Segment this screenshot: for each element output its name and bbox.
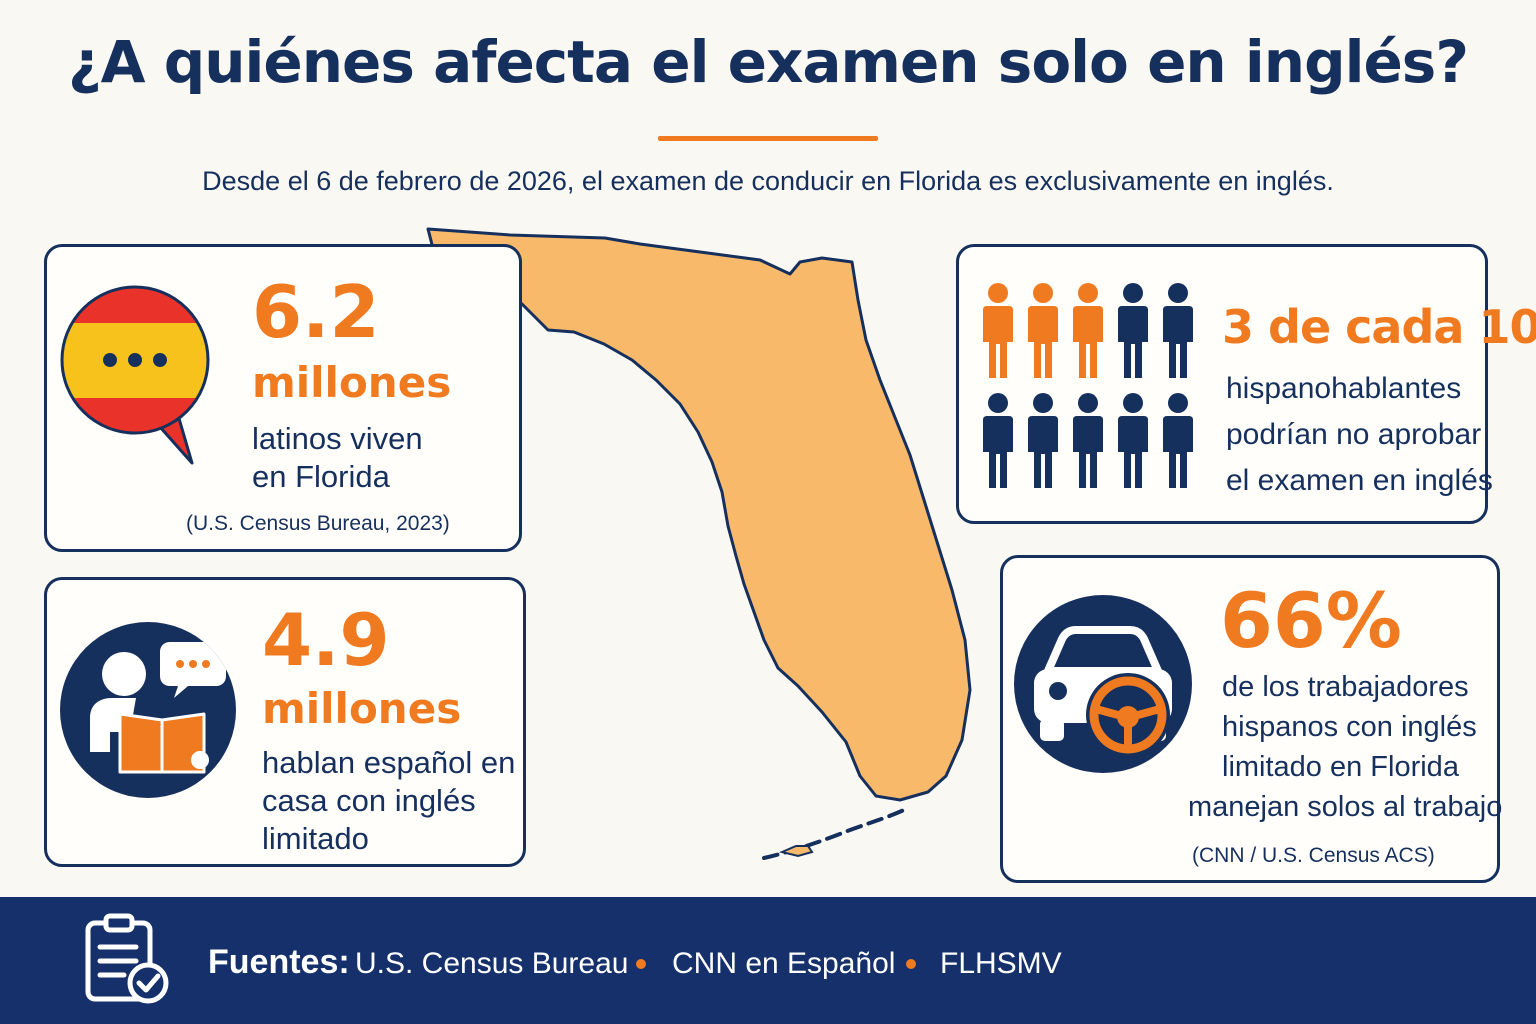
pass-rate-card	[956, 244, 1488, 524]
person-icon	[1163, 393, 1193, 488]
person-icon-highlighted	[1028, 283, 1058, 378]
reader-icon-circle	[60, 622, 236, 798]
page-subtitle: Desde el 6 de febrero de 2026, el examen…	[202, 166, 1334, 196]
source-separator	[906, 959, 916, 969]
workers-source: (CNN / U.S. Census ACS)	[1192, 844, 1435, 867]
person-icon	[1028, 393, 1058, 488]
sources-label: Fuentes:	[208, 943, 350, 981]
source-item: CNN en Español	[672, 947, 896, 980]
source-separator	[636, 959, 646, 969]
title-underline	[658, 136, 878, 141]
pass-rate-line-3: el examen en inglés	[1226, 464, 1493, 497]
spanish-speakers-line-1: hablan español en	[262, 745, 516, 780]
person-icon	[1118, 393, 1148, 488]
workers-line-2: hispanos con inglés	[1222, 711, 1477, 743]
spanish-speakers-unit: millones	[262, 684, 462, 733]
sources-footer: Fuentes: U.S. Census Bureau CNN en Españ…	[0, 897, 1536, 1024]
person-icon-highlighted	[983, 283, 1013, 378]
latinos-unit: millones	[252, 358, 452, 407]
person-icon	[1073, 393, 1103, 488]
spanish-speakers-line-2: casa con inglés	[262, 783, 476, 818]
latinos-source: (U.S. Census Bureau, 2023)	[186, 512, 450, 535]
spanish-speakers-line-3: limitado	[262, 821, 369, 856]
workers-line-1: de los trabajadores	[1222, 671, 1469, 703]
workers-line-4: manejan solos al trabajo	[1188, 791, 1503, 823]
florida-keys-island	[778, 845, 814, 858]
person-icon	[1163, 283, 1193, 378]
latinos-line-1: latinos viven	[252, 421, 423, 456]
page-title: ¿A quiénes afecta el examen solo en ingl…	[68, 28, 1469, 96]
people-icon-grid	[983, 283, 1193, 488]
latinos-line-2: en Florida	[252, 459, 390, 494]
source-item: U.S. Census Bureau	[355, 947, 629, 980]
workers-number: 66%	[1220, 576, 1402, 665]
person-icon	[983, 393, 1013, 488]
clipboard-check-icon	[85, 913, 169, 1004]
pass-rate-line-1: hispanohablantes	[1226, 372, 1462, 405]
pass-rate-headline: 3 de cada 10	[1222, 300, 1536, 354]
spanish-speakers-number: 4.9	[262, 598, 390, 682]
car-icon-circle	[1014, 595, 1192, 773]
person-icon	[1118, 283, 1148, 378]
latinos-number: 6.2	[252, 270, 380, 354]
reading-person-icon	[90, 642, 226, 774]
speech-bubble-icon	[60, 285, 210, 465]
person-icon-highlighted	[1073, 283, 1103, 378]
workers-line-3: limitado en Florida	[1222, 751, 1459, 783]
florida-shape	[426, 227, 972, 802]
source-item: FLHSMV	[940, 947, 1062, 980]
florida-map	[426, 227, 972, 860]
pass-rate-line-2: podrían no aprobar	[1226, 418, 1482, 451]
car-steering-wheel-icon	[1034, 626, 1172, 757]
